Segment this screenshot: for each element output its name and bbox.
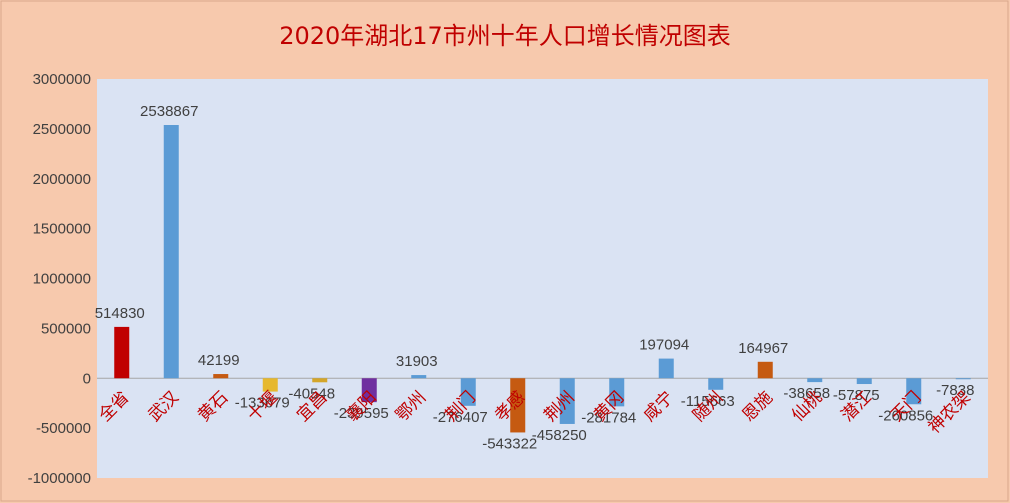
data-label: -133679 [235,395,290,412]
data-label: -276407 [433,409,488,426]
bar-2 [213,374,229,379]
data-label: -57875 [833,387,880,404]
y-tick-label: 500000 [41,320,91,337]
data-label: -458250 [532,427,587,444]
data-label: -7838 [936,382,974,399]
data-label: -239595 [334,405,389,422]
bar-9 [559,378,575,424]
bar-1 [163,124,179,379]
data-label: 31903 [396,353,438,370]
bar-11 [658,358,674,379]
data-label: -260856 [878,407,933,424]
bar-15 [856,378,872,385]
y-axis-ticks: 3000000 2500000 2000000 1500000 1000000 50000… [28,71,91,487]
bar-7 [460,378,476,406]
y-tick-label: 1000000 [33,271,91,288]
bar-5 [361,378,377,403]
data-label: -543322 [482,435,537,452]
bar-12 [708,378,724,390]
bar-16 [906,378,922,405]
y-tick-label: 3000000 [33,71,91,88]
bar-6 [411,375,427,379]
y-tick-label: 0 [83,370,91,387]
y-tick-label: 1500000 [33,221,91,238]
data-label: -38658 [783,385,830,402]
bars [114,124,971,433]
plot-area [97,79,988,478]
y-tick-label: 2500000 [33,121,91,138]
data-label: 514830 [95,305,145,322]
chart-title: 2020年湖北17市州十年人口增长情况图表 [279,22,731,50]
data-label: -115663 [681,393,735,410]
data-label: 197094 [639,337,689,354]
y-tick-label: 2000000 [33,171,91,188]
data-labels: 514830 2538867 42199 -133679-40548 -239595 31… [95,103,975,452]
data-label: 2538867 [140,103,198,120]
bar-0 [114,326,130,379]
data-label: 164967 [738,340,788,357]
data-label: 42199 [198,352,240,369]
data-label: -40548 [288,385,335,402]
bar-3 [262,378,278,392]
y-tick-label: -1000000 [28,470,91,487]
bar-10 [609,378,625,407]
bar-8 [510,378,526,433]
bar-4 [312,378,328,383]
bar-17 [955,378,971,380]
bar-14 [807,378,823,383]
bar-13 [757,361,773,379]
y-tick-label: -500000 [36,420,91,437]
data-label: -281784 [581,409,636,426]
